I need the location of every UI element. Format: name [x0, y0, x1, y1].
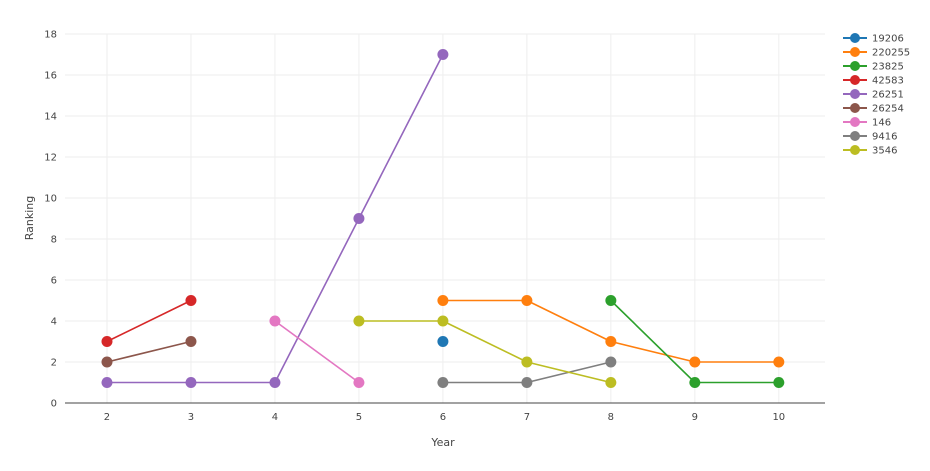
data-point[interactable] [185, 336, 197, 347]
x-tick-label: 9 [692, 412, 698, 423]
y-tick-label: 14 [44, 112, 57, 123]
y-tick-label: 0 [51, 399, 57, 410]
x-tick-label: 8 [608, 412, 614, 423]
series-line [106, 340, 192, 363]
series-146 [269, 315, 365, 388]
x-tick-label: 10 [772, 412, 785, 423]
y-tick-label: 2 [51, 358, 57, 369]
series-3546 [353, 315, 617, 388]
legend-label: 23825 [872, 62, 904, 73]
data-point[interactable] [101, 356, 113, 368]
legend-item-42583[interactable]: 42583 [843, 75, 904, 87]
x-tick-label: 2 [104, 412, 110, 423]
legend-item-146[interactable]: 146 [843, 117, 891, 129]
legend-marker [850, 131, 860, 141]
series-23825 [605, 295, 785, 388]
legend-label: 9416 [872, 132, 897, 143]
legend-marker [850, 145, 860, 155]
data-point[interactable] [521, 356, 533, 368]
data-point[interactable] [101, 336, 113, 347]
y-tick-label: 16 [44, 71, 57, 82]
axis-layer: 0 2 4 6 8 10 12 14 16 18 2 3 4 5 6 7 8 9 10 [44, 30, 825, 423]
data-point[interactable] [605, 356, 617, 368]
series-42583 [101, 295, 197, 347]
legend-marker [850, 47, 860, 57]
legend-item-19206[interactable]: 19206 [843, 33, 904, 45]
data-point[interactable] [353, 377, 365, 388]
legend-label: 26251 [872, 90, 904, 101]
data-point[interactable] [353, 213, 365, 224]
legend-marker [850, 75, 860, 85]
data-point[interactable] [269, 315, 281, 327]
data-point[interactable] [773, 377, 785, 388]
data-point[interactable] [269, 377, 281, 388]
series-220255 [437, 295, 785, 368]
series-layer [101, 49, 785, 388]
series-26254 [101, 336, 197, 368]
legend-label: 3546 [872, 146, 897, 157]
legend-label: 146 [872, 118, 891, 129]
legend-marker [850, 33, 860, 43]
series-19206 [437, 336, 449, 347]
series-line [274, 320, 360, 384]
legend-label: 26254 [872, 104, 904, 115]
x-axis-title: Year [430, 436, 455, 449]
y-axis-title: Ranking [23, 196, 36, 241]
x-tick-label: 5 [356, 412, 362, 423]
y-tick-label: 18 [44, 30, 57, 41]
data-point[interactable] [521, 295, 533, 306]
data-point[interactable] [437, 315, 449, 327]
data-point[interactable] [353, 315, 365, 327]
data-point[interactable] [605, 336, 617, 347]
data-point[interactable] [437, 336, 449, 347]
legend-marker [850, 103, 860, 113]
legend[interactable]: 19206 220255 23825 42583 26251 26254 146 9416 35… [843, 33, 910, 157]
data-point[interactable] [605, 295, 617, 306]
y-tick-label: 8 [51, 235, 57, 246]
legend-label: 42583 [872, 76, 904, 87]
data-point[interactable] [437, 377, 449, 388]
legend-marker [850, 117, 860, 127]
data-point[interactable] [185, 295, 197, 306]
y-tick-label: 4 [51, 317, 57, 328]
data-point[interactable] [689, 356, 701, 368]
x-tick-label: 4 [272, 412, 278, 423]
legend-item-23825[interactable]: 23825 [843, 61, 904, 73]
data-point[interactable] [689, 377, 701, 388]
data-point[interactable] [185, 377, 197, 388]
legend-marker [850, 61, 860, 71]
legend-item-26251[interactable]: 26251 [843, 89, 904, 101]
y-tick-label: 10 [44, 194, 57, 205]
x-tick-label: 7 [524, 412, 530, 423]
legend-item-3546[interactable]: 3546 [843, 145, 897, 157]
legend-item-26254[interactable]: 26254 [843, 103, 904, 115]
legend-label: 19206 [872, 34, 904, 45]
y-tick-label: 12 [44, 153, 57, 164]
data-point[interactable] [437, 49, 449, 60]
data-point[interactable] [101, 377, 113, 388]
data-point[interactable] [437, 295, 449, 306]
x-tick-label: 3 [188, 412, 194, 423]
legend-label: 220255 [872, 48, 910, 59]
y-tick-label: 6 [51, 276, 57, 287]
data-point[interactable] [521, 377, 533, 388]
x-tick-label: 6 [440, 412, 446, 423]
legend-item-220255[interactable]: 220255 [843, 47, 910, 59]
legend-item-9416[interactable]: 9416 [843, 131, 897, 143]
data-point[interactable] [773, 356, 785, 368]
series-9416 [437, 356, 617, 388]
series-line [358, 320, 612, 384]
legend-marker [850, 89, 860, 99]
series-26251 [101, 49, 449, 388]
series-line [106, 299, 192, 343]
data-point[interactable] [605, 377, 617, 388]
grid-layer [65, 33, 825, 403]
